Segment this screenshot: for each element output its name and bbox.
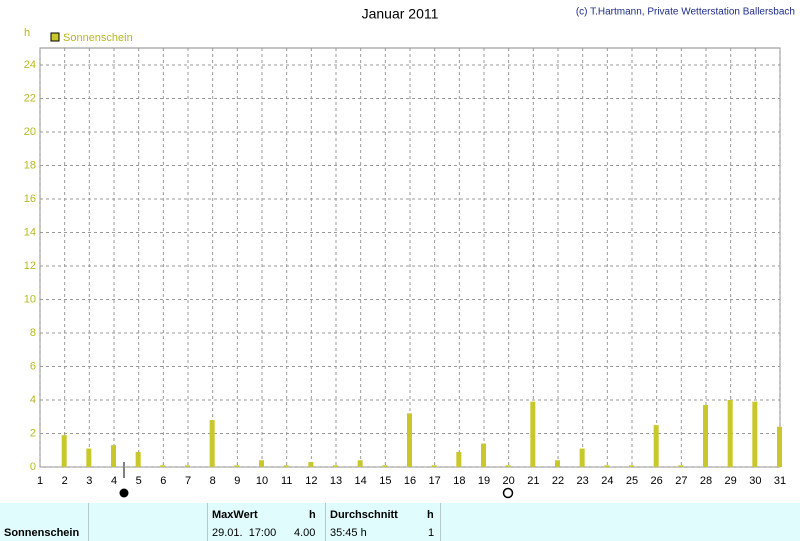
y-tick-label: 0 (30, 461, 36, 473)
x-tick-label: 28 (700, 475, 712, 487)
average-header: Durchschnitt (330, 509, 398, 521)
x-tick-label: 6 (160, 475, 166, 487)
x-tick-label: 16 (404, 475, 416, 487)
x-tick-label: 25 (626, 475, 638, 487)
x-tick-label: 15 (379, 475, 391, 487)
bar (185, 465, 190, 467)
x-tick-label: 17 (429, 475, 441, 487)
max-date: 29.01. 17:00 (212, 527, 277, 539)
x-tick-label: 8 (210, 475, 216, 487)
x-tick-label: 14 (355, 475, 367, 487)
x-tick-label: 20 (503, 475, 515, 487)
average-unit: h (427, 509, 434, 521)
x-tick-label: 2 (62, 475, 68, 487)
bar (259, 460, 264, 467)
y-tick-label: 2 (30, 427, 36, 439)
full-moon-icon (502, 487, 514, 499)
bar (777, 426, 782, 467)
bar (160, 465, 166, 467)
x-tick-label: 4 (111, 475, 117, 487)
bar (283, 465, 289, 467)
max-unit: h (309, 509, 316, 521)
bar (407, 413, 412, 467)
x-tick-label: 3 (86, 475, 92, 487)
x-tick-label: 12 (305, 475, 317, 487)
bar (530, 401, 536, 467)
y-tick-label: 16 (24, 193, 36, 205)
x-tick-label: 26 (651, 475, 663, 487)
y-tick-label: 6 (30, 360, 36, 372)
y-tick-label: 8 (30, 327, 36, 339)
legend-swatch (50, 32, 60, 42)
separator (207, 503, 208, 541)
y-tick-label: 4 (30, 394, 36, 406)
bar (86, 448, 92, 467)
chart-title: Januar 2011 (362, 6, 439, 22)
x-tick-label: 9 (234, 475, 240, 487)
chart: Januar 2011 (c) T.Hartmann, Private Wett… (24, 6, 795, 499)
bar (703, 405, 708, 467)
bar (333, 465, 338, 467)
bar (481, 443, 486, 467)
x-tick-label: 18 (453, 475, 465, 487)
x-tick-label: 13 (330, 475, 342, 487)
bar (629, 465, 634, 467)
separator (88, 503, 89, 541)
summary-table: Sonnenschein MaxWert h 29.01. 17:00 4.00… (0, 503, 800, 541)
bar (111, 445, 116, 467)
bar (678, 465, 684, 467)
bar (135, 451, 141, 467)
x-tick-label: 31 (774, 475, 786, 487)
y-tick-label: 10 (24, 293, 36, 305)
x-tick-label: 11 (281, 475, 292, 487)
bar (604, 465, 610, 467)
bar (61, 435, 67, 467)
max-value: 4.00 (294, 527, 316, 539)
average-value: 35:45 h (330, 527, 367, 539)
separator (325, 503, 326, 541)
y-tick-label: 24 (24, 59, 36, 71)
average-count: 1 (428, 527, 435, 539)
y-tick-label: 12 (24, 260, 36, 272)
row-label: Sonnenschein (4, 527, 80, 539)
y-tick-label: 18 (24, 159, 36, 171)
bar (505, 465, 511, 467)
bar (752, 401, 758, 467)
max-header: MaxWert (212, 509, 258, 521)
y-tick-label: 22 (24, 92, 36, 104)
bar (653, 425, 659, 467)
x-tick-label: 29 (725, 475, 737, 487)
x-tick-label: 5 (136, 475, 142, 487)
bar (382, 465, 388, 467)
x-tick-label: 7 (185, 475, 191, 487)
new-moon-icon (119, 488, 129, 498)
separator (440, 503, 441, 541)
bar (209, 420, 215, 467)
x-tick-label: 1 (37, 475, 43, 487)
x-tick-label: 19 (478, 475, 490, 487)
x-tick-label: 24 (601, 475, 613, 487)
x-tick-label: 23 (577, 475, 589, 487)
x-tick-label: 10 (256, 475, 268, 487)
x-tick-label: 22 (552, 475, 564, 487)
y-axis-label: h (24, 27, 30, 39)
credit: (c) T.Hartmann, Private Wetterstation Ba… (576, 7, 795, 18)
x-tick-label: 21 (527, 475, 539, 487)
x-tick-label: 30 (749, 475, 761, 487)
bar (308, 461, 314, 467)
bar (357, 460, 363, 467)
bar (555, 460, 560, 467)
x-tick-label: 27 (675, 475, 687, 487)
bar (234, 465, 240, 467)
bar (727, 400, 733, 467)
y-tick-label: 20 (24, 126, 36, 138)
bar (456, 451, 462, 467)
y-tick-label: 14 (24, 226, 36, 238)
legend-label: Sonnenschein (63, 32, 133, 44)
bar (579, 448, 585, 467)
bar (431, 465, 437, 467)
